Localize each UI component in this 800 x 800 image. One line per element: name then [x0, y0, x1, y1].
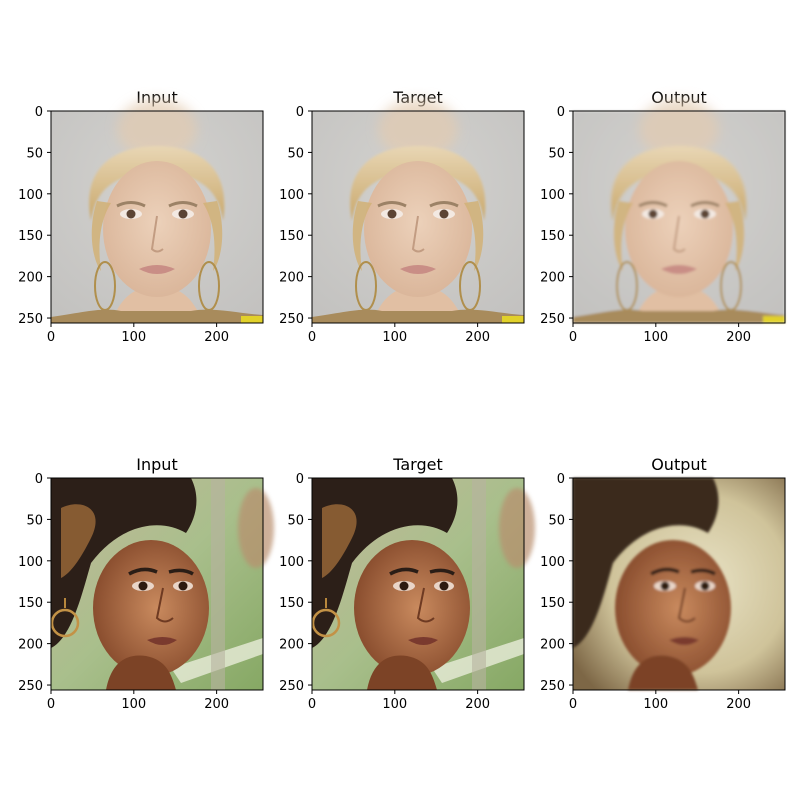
y-tick-label: 200 [279, 271, 304, 286]
axes-frame [311, 110, 525, 324]
face-image [51, 478, 274, 690]
x-tick-label: 200 [204, 330, 229, 345]
y-tick-label: 250 [18, 679, 43, 694]
x-tick-label: 0 [308, 330, 316, 345]
axes-frame [50, 110, 264, 324]
axes-frame [572, 477, 786, 691]
face-image [312, 99, 524, 323]
y-tick-label: 0 [557, 472, 565, 487]
y-tick-label: 200 [18, 638, 43, 653]
y-tick-label: 100 [540, 188, 565, 203]
y-tick-label: 50 [287, 513, 304, 528]
y-tick-label: 250 [18, 312, 43, 327]
x-tick-label: 100 [643, 697, 668, 712]
x-tick-label: 100 [382, 330, 407, 345]
axes: 0 50 100 150 200 250 0 100 200 [279, 105, 525, 345]
x-tick-label: 200 [726, 697, 751, 712]
axes-frame [572, 110, 786, 324]
y-tick-label: 0 [35, 472, 43, 487]
x-tick-label: 100 [121, 697, 146, 712]
y-tick-label: 50 [26, 513, 43, 528]
x-tick-label: 100 [382, 697, 407, 712]
y-tick-label: 150 [279, 596, 304, 611]
panel-target-1: Target [312, 88, 524, 323]
axes: 0 50 100 150 200 250 0 100 200 [18, 472, 264, 712]
row-1: Input Target Output [51, 88, 785, 323]
x-tick-label: 200 [726, 330, 751, 345]
axes-layer: 0 50 100 150 200 250 0 100 200 0 50 100 150 200 250 0 10… [18, 105, 786, 712]
axes-frame [50, 477, 264, 691]
panel-title: Output [651, 455, 707, 474]
y-tick-label: 200 [540, 638, 565, 653]
x-tick-label: 100 [643, 330, 668, 345]
axes: 0 50 100 150 200 250 0 100 200 [279, 472, 525, 712]
x-tick-label: 0 [308, 697, 316, 712]
y-tick-label: 50 [548, 513, 565, 528]
y-tick-label: 200 [18, 271, 43, 286]
x-tick-label: 0 [569, 697, 577, 712]
y-tick-label: 100 [18, 555, 43, 570]
y-tick-label: 50 [26, 146, 43, 161]
face-image [573, 99, 785, 323]
y-tick-label: 250 [540, 679, 565, 694]
y-tick-label: 150 [279, 229, 304, 244]
y-tick-label: 50 [548, 146, 565, 161]
axes: 0 50 100 150 200 250 0 100 200 [540, 472, 786, 712]
panel-output-2: Output [573, 455, 785, 690]
y-tick-label: 100 [18, 188, 43, 203]
y-tick-label: 0 [296, 105, 304, 120]
face-image [573, 478, 785, 690]
y-tick-label: 250 [279, 679, 304, 694]
x-tick-label: 0 [569, 330, 577, 345]
face-image [51, 99, 263, 323]
panel-output-1: Output [573, 88, 785, 323]
x-tick-label: 0 [47, 697, 55, 712]
axes-frame [311, 477, 525, 691]
y-tick-label: 250 [540, 312, 565, 327]
face-image [312, 478, 535, 690]
y-tick-label: 50 [287, 146, 304, 161]
axes: 0 50 100 150 200 250 0 100 200 [540, 105, 786, 345]
y-tick-label: 150 [18, 596, 43, 611]
y-tick-label: 0 [296, 472, 304, 487]
y-tick-label: 250 [279, 312, 304, 327]
y-tick-label: 150 [18, 229, 43, 244]
x-tick-label: 100 [121, 330, 146, 345]
y-tick-label: 150 [540, 229, 565, 244]
panel-input-2: Input [51, 455, 274, 690]
y-tick-label: 150 [540, 596, 565, 611]
panel-target-2: Target [312, 455, 535, 690]
row-2: Input Target Output [51, 455, 785, 690]
x-tick-label: 200 [465, 697, 490, 712]
y-tick-label: 100 [279, 188, 304, 203]
x-tick-label: 200 [465, 330, 490, 345]
y-tick-label: 100 [279, 555, 304, 570]
axes: 0 50 100 150 200 250 0 100 200 [18, 105, 264, 345]
x-tick-label: 200 [204, 697, 229, 712]
panel-title: Target [392, 455, 443, 474]
y-tick-label: 100 [540, 555, 565, 570]
x-tick-label: 0 [47, 330, 55, 345]
y-tick-label: 200 [279, 638, 304, 653]
panel-title: Input [136, 455, 177, 474]
panel-input-1: Input [51, 88, 263, 323]
y-tick-label: 200 [540, 271, 565, 286]
y-tick-label: 0 [35, 105, 43, 120]
y-tick-label: 0 [557, 105, 565, 120]
